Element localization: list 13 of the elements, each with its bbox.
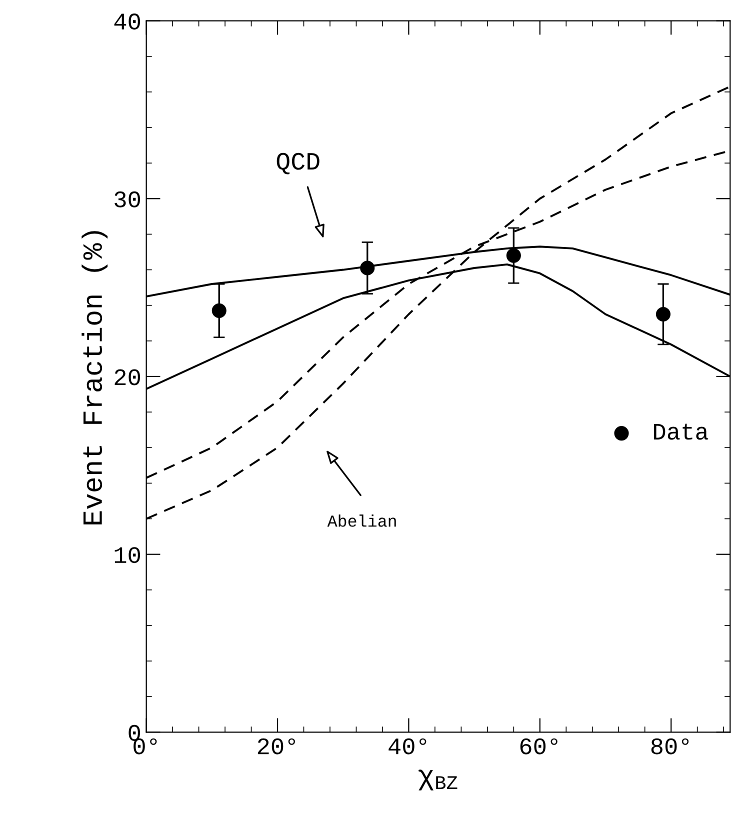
x-tick-label: 80° [651, 738, 689, 754]
y-tick-label: 40 [114, 14, 140, 30]
annotation: QCD [276, 152, 320, 174]
legend-label: Data [654, 424, 708, 440]
x-tick-label: 40° [388, 738, 426, 754]
y-axis-title: Event Fraction (%) [82, 231, 108, 524]
x-tick-label: 20° [258, 738, 295, 754]
y-tick-label: 30 [114, 191, 140, 208]
y-tick-label: 20 [114, 369, 140, 386]
x-axis-title: χ$_{BZ}$ [418, 770, 458, 790]
y-tick-label: 10 [114, 547, 140, 564]
annotation: Abelian [327, 514, 396, 527]
x-tick-label: 60° [520, 738, 558, 754]
